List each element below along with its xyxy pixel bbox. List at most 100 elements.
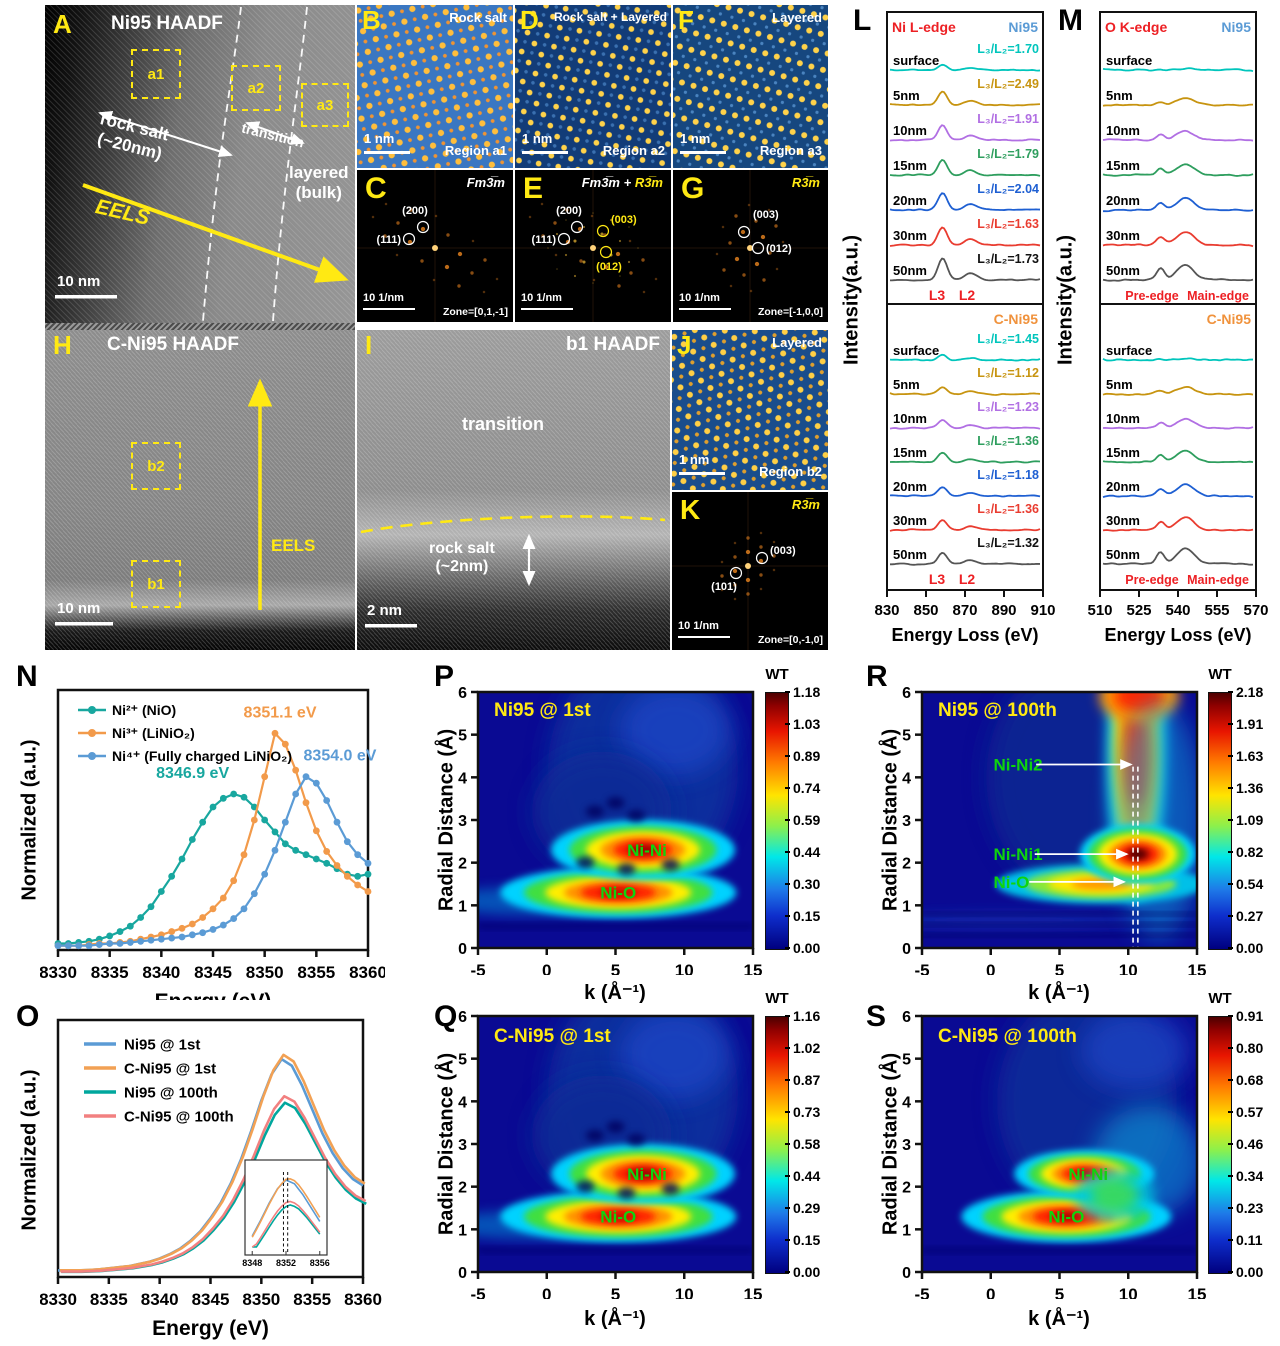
x-tick: 10 [675, 961, 694, 975]
phase-boundary-dashed-left [202, 6, 242, 322]
colorbar-tick-mark [1228, 819, 1233, 821]
colorbar-tick-mark [785, 851, 790, 853]
x-tick: 8335 [90, 1290, 128, 1309]
peak-label: Ni-Ni [627, 841, 667, 860]
panel-m-letter: M [1058, 4, 1083, 37]
depth-label: 15nm [893, 158, 927, 173]
peak-label: Ni-Ni [1068, 1165, 1108, 1184]
colorbar-tick-label: 0.11 [1236, 1232, 1263, 1248]
pre-edge-label: Pre-edge [1125, 289, 1179, 303]
colorbar-tick-label: 0.58 [793, 1136, 821, 1152]
y-tick: 2 [902, 856, 911, 873]
colorbar-tick-mark [1228, 1143, 1233, 1145]
scalebar-line [364, 151, 410, 154]
colorbar-tick-label: 1.02 [793, 1040, 821, 1056]
panel-i-letter: I [365, 330, 373, 360]
ratio-label: L₃/L₂=1.18 [977, 468, 1039, 482]
x-tick: 8340 [141, 1290, 179, 1309]
peak-label: Ni-O [1048, 1208, 1084, 1227]
y-tick: 3 [458, 813, 467, 830]
colorbar-tick-label: 0.73 [793, 1104, 821, 1120]
colorbar-tick-label: 0.00 [793, 1264, 821, 1280]
colorbar-tick-label: 0.91 [1236, 1008, 1264, 1024]
panel-a-overlay [55, 6, 349, 322]
region-a1-box: a1 [131, 49, 181, 99]
colorbar-tick-label: 1.63 [1236, 748, 1264, 764]
colorbar-tick-label: 0.68 [1236, 1072, 1264, 1088]
panel-g-letter: G [681, 172, 705, 205]
panel-e-letter: E [523, 172, 544, 205]
colorbar-tick-mark [1228, 1271, 1233, 1273]
region-a2-box: a2 [231, 65, 281, 111]
x-axis-label: Energy (eV) [155, 990, 272, 1000]
depth-label: 5nm [893, 377, 920, 392]
colorbar-tick-label: 0.46 [1236, 1136, 1264, 1152]
layered-bulk-label: layered (bulk) [289, 163, 349, 203]
y-tick: 6 [458, 685, 467, 702]
pre-edge-label: Pre-edge [1125, 573, 1179, 587]
panel-j-lattice-image: J Layered 1 nm Region b2 [672, 330, 828, 490]
panel-d-phase-label: Rock salt + Layered [553, 10, 667, 24]
panel-a-haadf-image: A Ni95 HAADF a1 a2 a3 rock salt (~20nm) … [45, 5, 355, 323]
x-tick: 8355 [293, 1290, 331, 1309]
y-tick: 5 [902, 728, 911, 745]
region-b2-box: b2 [131, 442, 181, 490]
colorbar-tick-label: 1.91 [1236, 716, 1264, 732]
depth-label: 10nm [893, 123, 927, 138]
x-tick: 510 [1087, 602, 1112, 619]
panel-c-letter: C [365, 172, 387, 205]
peak-label: Ni-O [600, 884, 636, 903]
colorbar-tick-mark [1228, 691, 1233, 693]
symmetry-r3m: R3̅m [634, 175, 663, 190]
y-tick: 1 [458, 1222, 467, 1239]
panel-d-lattice-image: D Rock salt + Layered 1 nm Region a2 [515, 5, 671, 168]
symmetry-fm3m: Fm3̅m [581, 175, 620, 190]
scalebar-line [680, 151, 726, 154]
colorbar-tick-label: 1.09 [1236, 812, 1264, 828]
panel-c-fft-pattern: (200) (111) [357, 170, 513, 322]
y-tick: 5 [458, 728, 467, 745]
colorbar-tick-mark [1228, 1239, 1233, 1241]
panel-g-symmetry-label: R3̅m [791, 175, 820, 190]
colorbar-tick-mark [1228, 787, 1233, 789]
x-tick: 850 [913, 602, 938, 619]
colorbar-tick-label: 0.27 [1236, 908, 1264, 924]
depth-label: 50nm [893, 547, 927, 562]
x-tick: 870 [952, 602, 977, 619]
haadf-a-background [45, 5, 355, 323]
panel-p-colorbar [765, 692, 789, 950]
panel-g-scalebar-text: 10 1/nm [679, 292, 720, 304]
y-tick: 3 [458, 1137, 467, 1154]
region-a2-label: a2 [247, 79, 265, 97]
panel-h-overlay [55, 378, 273, 626]
scalebar-line [521, 308, 573, 310]
main-edge-label: Main-edge [1187, 573, 1249, 587]
depth-label: 15nm [1106, 445, 1140, 460]
panel-n-ylabel: Normalized (a.u.) [18, 739, 41, 901]
panel-p-title: Ni95 @ 1st [494, 700, 591, 721]
layered-line2: (bulk) [295, 183, 342, 202]
l2-label: L2 [959, 571, 976, 587]
x-tick: 5 [1055, 961, 1064, 975]
colorbar-tick-mark [1228, 723, 1233, 725]
depth-label: 20nm [893, 479, 927, 494]
fft-spot-label: (003) [753, 209, 779, 221]
panel-m-eels-chart: O K-edge Ni95 C-Ni95 surface 5nm 10nm 15nm 20nm… [1087, 11, 1269, 645]
colorbar-tick-label: 0.54 [1236, 876, 1264, 892]
y-tick: 6 [458, 1009, 467, 1026]
x-tick: 0 [986, 961, 995, 975]
depth-label: 30nm [893, 228, 927, 243]
panel-c-fft-image: (200) (111) C Fm3̅m 10 1/nm Zone=[0,1,-1] [357, 170, 513, 322]
x-tick: 5 [611, 961, 620, 975]
colorbar-tick-mark [785, 819, 790, 821]
inset-x-tick: 8352 [276, 1258, 296, 1268]
fft-spot-label: (200) [402, 205, 428, 217]
panel-k-symmetry-label: R3̅m [791, 497, 820, 512]
transition-label: transition [462, 414, 545, 434]
x-axis-label: Energy Loss (eV) [1104, 625, 1251, 645]
y-tick: 3 [902, 1137, 911, 1154]
colorbar-tick-label: 0.87 [793, 1072, 821, 1088]
panel-a-letter: A [53, 9, 72, 39]
